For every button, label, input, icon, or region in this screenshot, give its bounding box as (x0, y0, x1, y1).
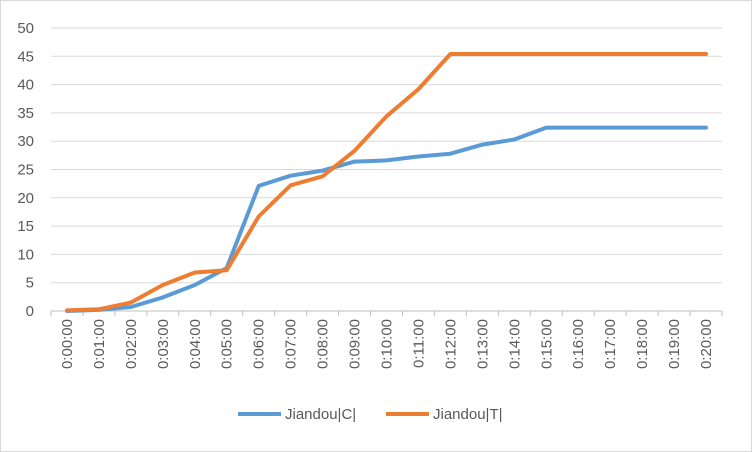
y-tick-label: 50 (17, 20, 34, 37)
y-tick-label: 20 (17, 190, 34, 207)
y-tick-label: 25 (17, 162, 34, 179)
y-tick-label: 35 (17, 105, 34, 122)
x-tick-label: 0:19:00 (666, 319, 683, 369)
x-tick-label: 0:17:00 (602, 319, 619, 369)
x-tick-label: 0:20:00 (698, 319, 715, 369)
x-tick-label: 0:13:00 (474, 319, 491, 369)
legend: Jiandou|C| Jiandou|T| (238, 406, 503, 423)
legend-label: Jiandou|C| (285, 406, 356, 423)
x-tick-label: 0:15:00 (538, 319, 555, 369)
y-tick-label: 40 (17, 77, 34, 94)
x-tick-label: 0:03:00 (155, 319, 172, 369)
y-tick-label: 30 (17, 133, 34, 150)
x-tick-label: 0:12:00 (442, 319, 459, 369)
series-line (65, 125, 708, 313)
x-tick-label: 0:06:00 (251, 319, 268, 369)
series-line (65, 52, 708, 313)
y-tick-label: 15 (17, 218, 34, 235)
x-tick-label: 0:02:00 (123, 319, 140, 369)
x-tick-label: 0:08:00 (315, 319, 332, 369)
x-tick-label: 0:18:00 (634, 319, 651, 369)
x-tick-label: 0:14:00 (506, 319, 523, 369)
x-tick-label: 0:04:00 (187, 319, 204, 369)
y-tick-label: 0 (26, 303, 34, 320)
x-tick-label: 0:00:00 (59, 319, 76, 369)
y-axis-ticks: 0 5 10 15 20 25 30 35 40 45 50 (17, 20, 34, 320)
x-tick-label: 0:11:00 (410, 319, 427, 368)
x-tick-label: 0:10:00 (379, 319, 396, 369)
legend-label: Jiandou|T| (433, 406, 503, 423)
y-tick-label: 10 (17, 246, 34, 263)
y-tick-label: 45 (17, 48, 34, 65)
x-tick-label: 0:07:00 (283, 319, 300, 369)
x-axis-ticks: 0:00:00 0:01:00 0:02:00 0:03:00 0:04:00 0:05:… (50, 311, 723, 369)
gridlines (51, 27, 722, 312)
series-lines (65, 52, 708, 313)
x-tick-label: 0:16:00 (570, 319, 587, 369)
y-tick-label: 5 (26, 275, 34, 292)
x-tick-label: 0:05:00 (219, 319, 236, 369)
x-tick-label: 0:09:00 (347, 319, 364, 369)
x-tick-label: 0:01:00 (91, 319, 108, 369)
